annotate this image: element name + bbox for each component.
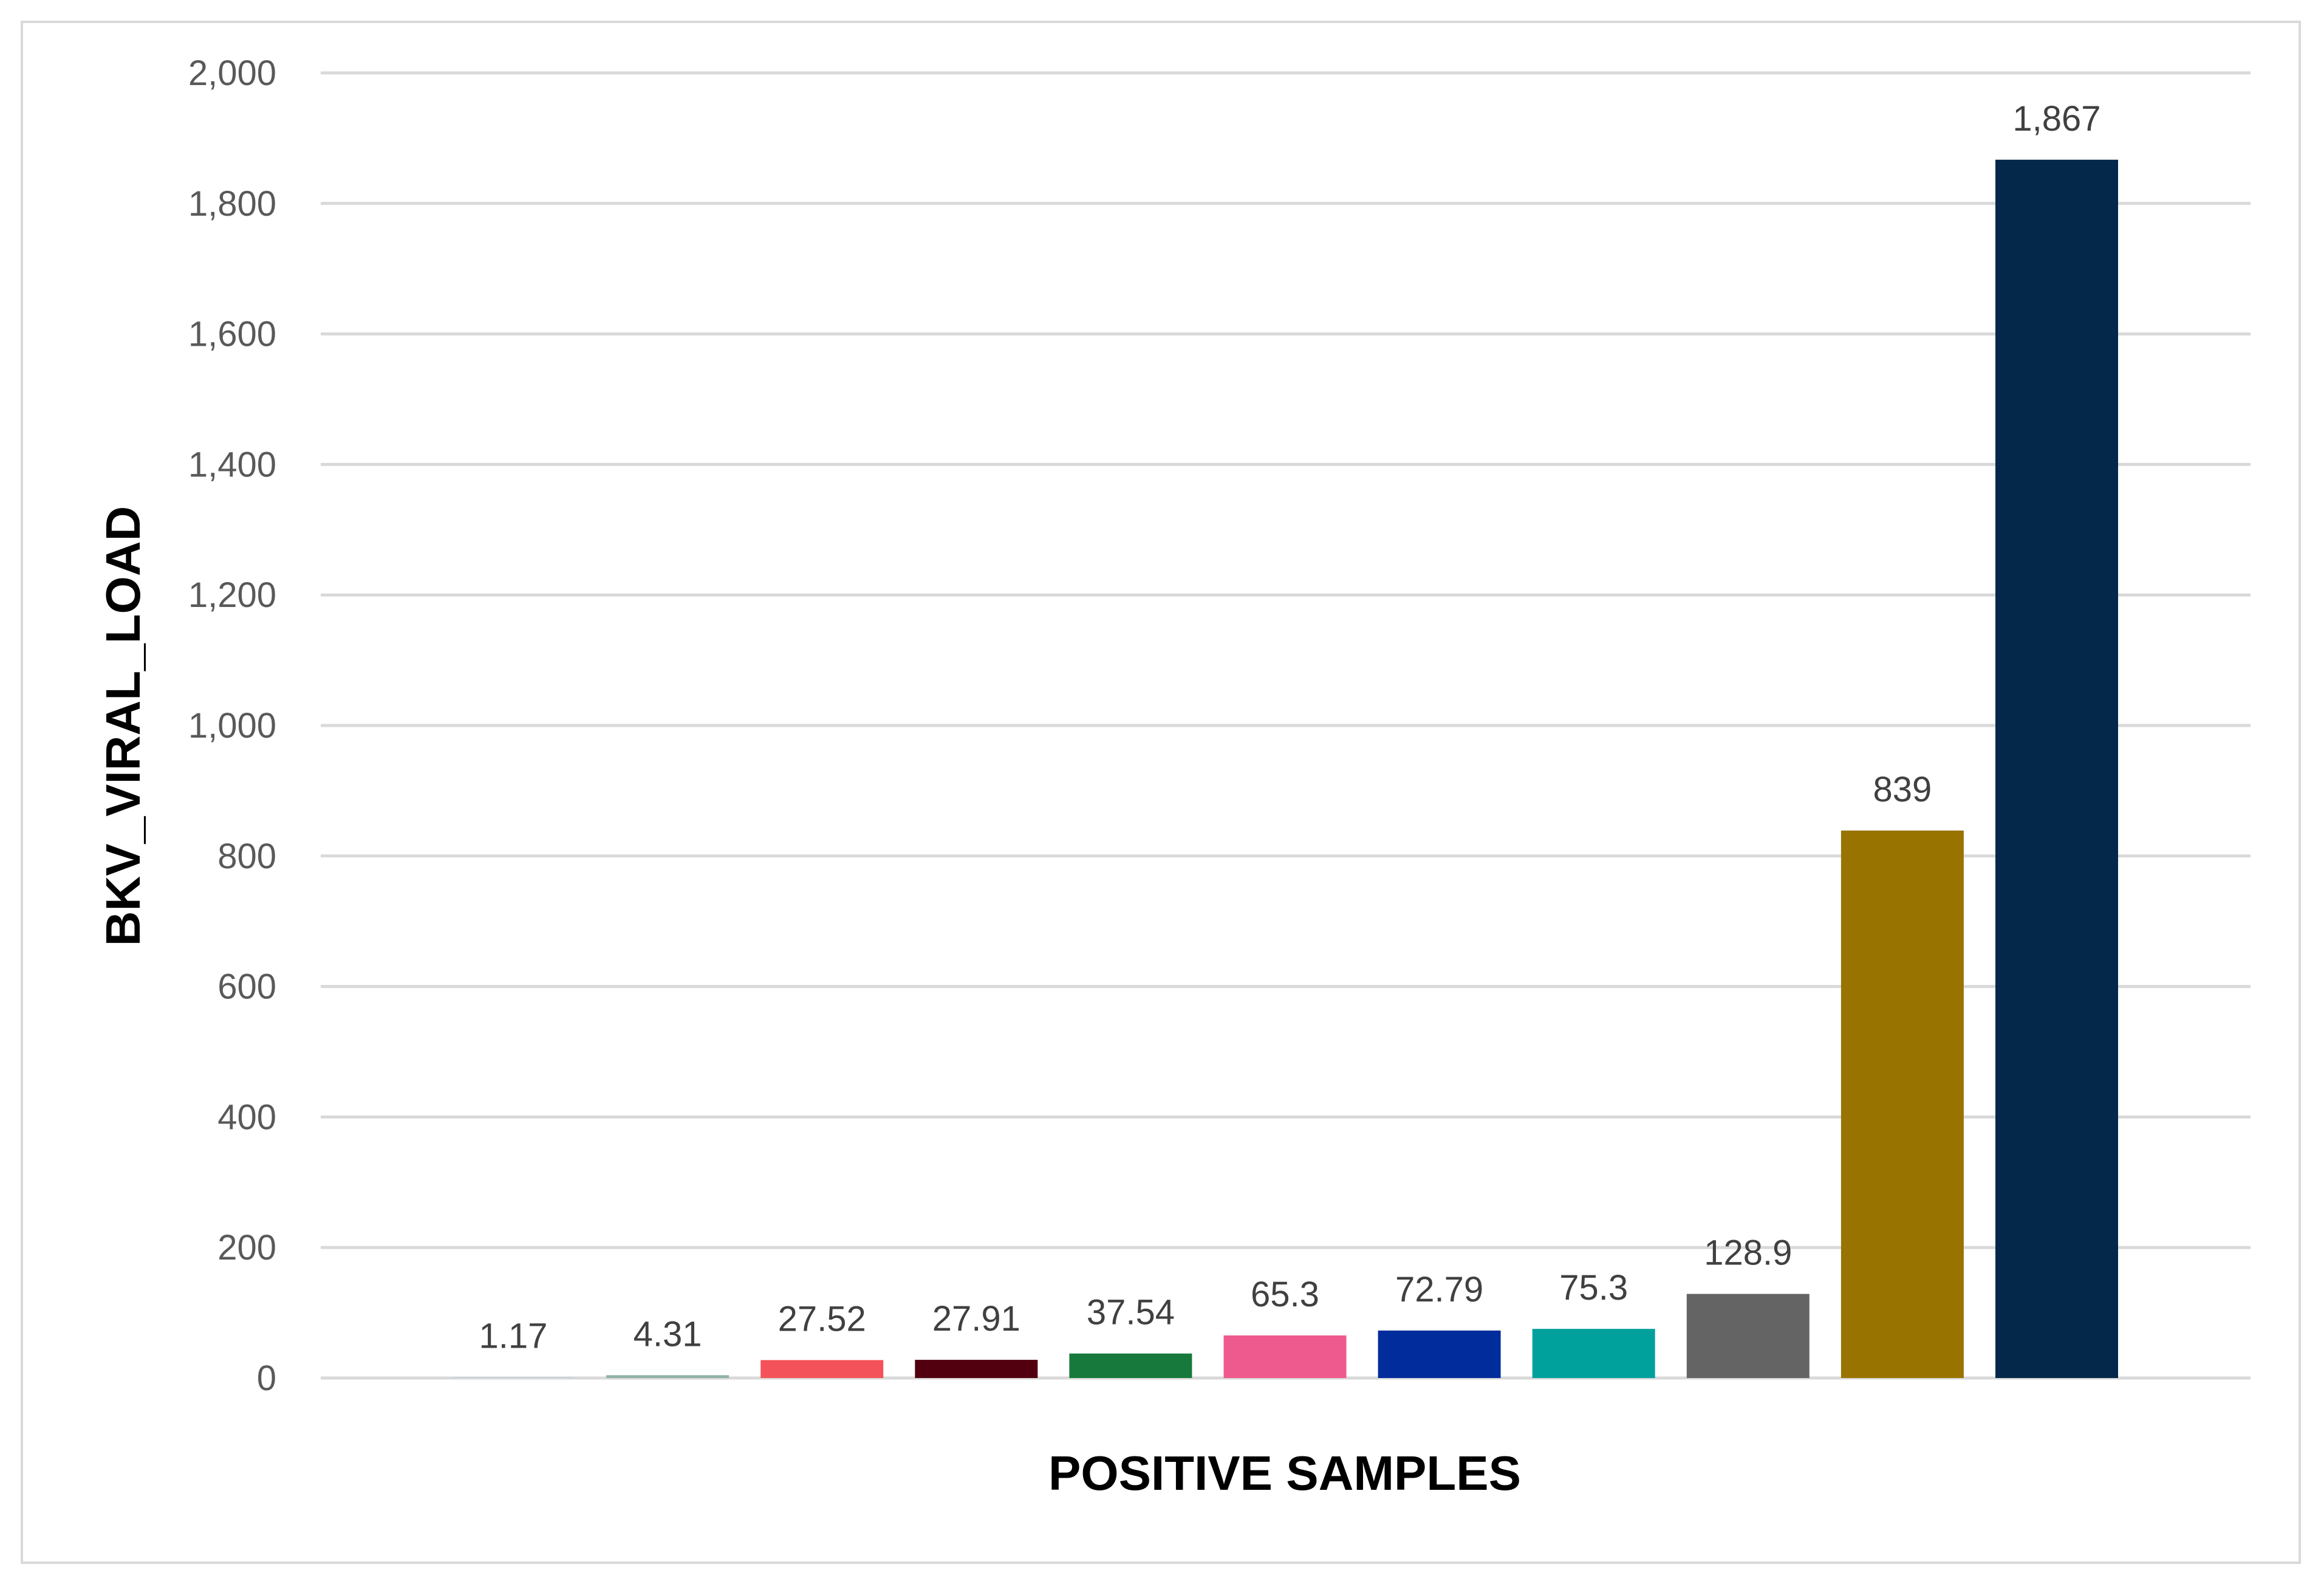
bar: [915, 1360, 1038, 1378]
bar-value-label: 72.79: [1395, 1270, 1483, 1309]
y-tick-label: 2,000: [188, 53, 276, 93]
data-labels: 1.17 4.31 27.52 27.91 37.54 65.3 72.79 75.3 128.…: [479, 99, 2101, 1356]
y-tick-label: 1,600: [188, 315, 276, 354]
y-tick-label: 1,400: [188, 445, 276, 484]
bar-value-label: 75.3: [1559, 1268, 1628, 1308]
y-tick-label: 400: [217, 1097, 276, 1137]
bar: [1378, 1330, 1501, 1378]
bar-value-label: 65.3: [1251, 1275, 1319, 1314]
bar: [1686, 1294, 1810, 1378]
bar: [1069, 1353, 1192, 1378]
y-tick-label: 600: [217, 967, 276, 1007]
bar-value-label: 27.91: [932, 1299, 1020, 1339]
bar-value-label: 27.52: [778, 1299, 866, 1339]
bar: [606, 1375, 730, 1378]
y-tick-label: 1,800: [188, 184, 276, 224]
y-axis-ticks: 0 200 400 600 800 1,000 1,200 1,400 1,600 1,800 2,…: [188, 53, 276, 1398]
bar: [760, 1360, 884, 1378]
bar-value-label: 1.17: [479, 1317, 548, 1356]
x-axis-title: POSITIVE SAMPLES: [1048, 1446, 1521, 1500]
bar-value-label: 128.9: [1704, 1233, 1792, 1273]
bar-value-label: 839: [1873, 770, 1932, 809]
y-tick-label: 1,000: [188, 706, 276, 746]
bar-value-label: 1,867: [2012, 99, 2100, 139]
y-tick-label: 1,200: [188, 575, 276, 615]
y-tick-label: 200: [217, 1228, 276, 1267]
y-tick-label: 800: [217, 837, 276, 876]
y-axis-title: BKV_VIRAL_LOAD: [96, 506, 150, 947]
bar: [452, 1377, 575, 1378]
bar: [1223, 1335, 1347, 1378]
bar: [1532, 1329, 1655, 1378]
bars: [452, 159, 2118, 1378]
bar: [1995, 159, 2118, 1378]
bar: [1840, 830, 1964, 1378]
bar-value-label: 4.31: [634, 1314, 702, 1354]
y-tick-label: 0: [257, 1359, 276, 1398]
bar-value-label: 37.54: [1087, 1293, 1175, 1332]
